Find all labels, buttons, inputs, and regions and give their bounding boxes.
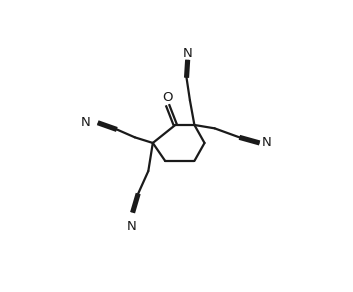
Text: O: O xyxy=(162,91,173,105)
Text: N: N xyxy=(183,46,192,60)
Text: N: N xyxy=(81,116,90,129)
Text: N: N xyxy=(127,220,136,233)
Text: N: N xyxy=(262,136,272,150)
